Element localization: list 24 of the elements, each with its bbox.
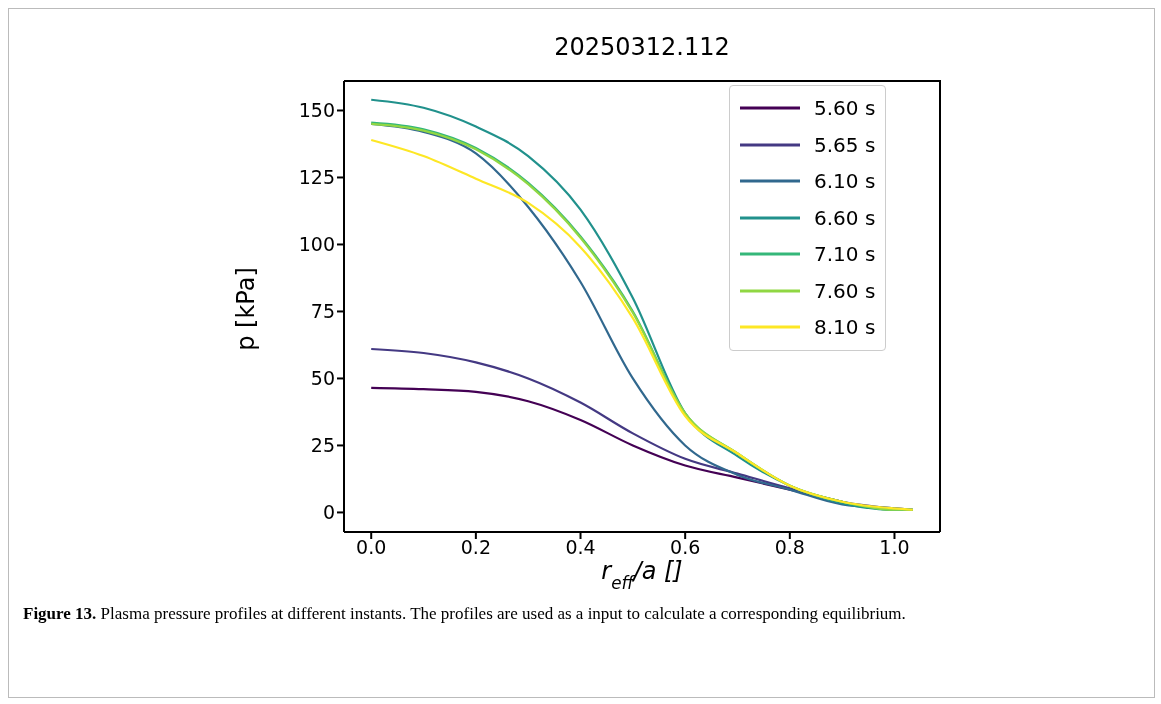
x-tick-label: 0.8 [774,536,805,559]
y-tick-label: 150 [298,99,335,122]
legend-label: 7.10 s [814,241,876,268]
legend-label: 6.10 s [814,168,876,195]
y-tick-label: 50 [310,367,335,390]
legend-label: 8.10 s [814,314,876,341]
y-tick-label: 75 [310,300,335,323]
y-tick-label: 100 [298,233,335,256]
y-tick-label: 25 [310,434,335,457]
y-tick-label: 0 [322,501,335,524]
y-axis-title: p [kPa] [232,267,260,351]
x-tick-label: 0.6 [670,536,701,559]
x-tick-label: 1.0 [879,536,910,559]
y-tick-label: 125 [298,166,335,189]
x-tick-label: 0.2 [460,536,491,559]
x-axis-title: r$_{eff}$/a [] [601,557,683,593]
legend-label: 5.60 s [814,95,876,122]
caption: Figure 13. Plasma pressure profiles at different instants. The profiles are used as a input to calculate a corresponding equilibrium. [23,603,907,625]
legend-label: 7.60 s [814,277,876,305]
chart-title: 20250312.112 [554,33,730,61]
legend-label: 5.65 s [814,131,876,159]
legend-label: 6.60 s [814,204,876,232]
x-tick-label: 0.4 [565,536,596,559]
x-tick-label: 0.0 [356,536,387,559]
